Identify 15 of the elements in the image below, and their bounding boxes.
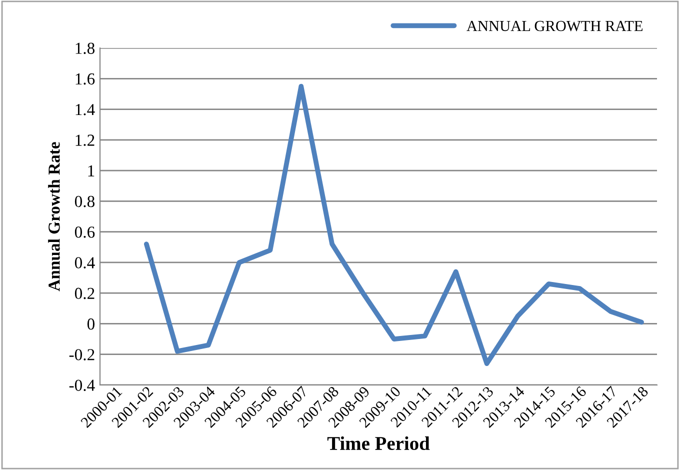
y-axis-title: Annual Growth Rate: [48, 142, 60, 292]
y-tick-label: 1.8: [76, 42, 95, 54]
y-tick-label: 0.6: [74, 226, 95, 238]
y-tick-label: 1.4: [76, 104, 95, 116]
x-axis-title: Time Period: [327, 436, 430, 450]
y-tick-label: 0: [87, 318, 95, 330]
y-tick-label: 1.6: [76, 73, 95, 85]
legend-label: ANNUAL GROWTH RATE: [466, 20, 642, 32]
line-series: [144, 84, 644, 366]
y-tick-label: 0.2: [74, 288, 94, 300]
y-tick-label: 1.2: [76, 134, 94, 146]
y-tick-label: -0.2: [69, 349, 94, 360]
y-tick-label: 0.4: [74, 257, 95, 268]
y-tick-label: 1: [88, 165, 94, 176]
y-tick-label: 0.8: [74, 196, 95, 208]
